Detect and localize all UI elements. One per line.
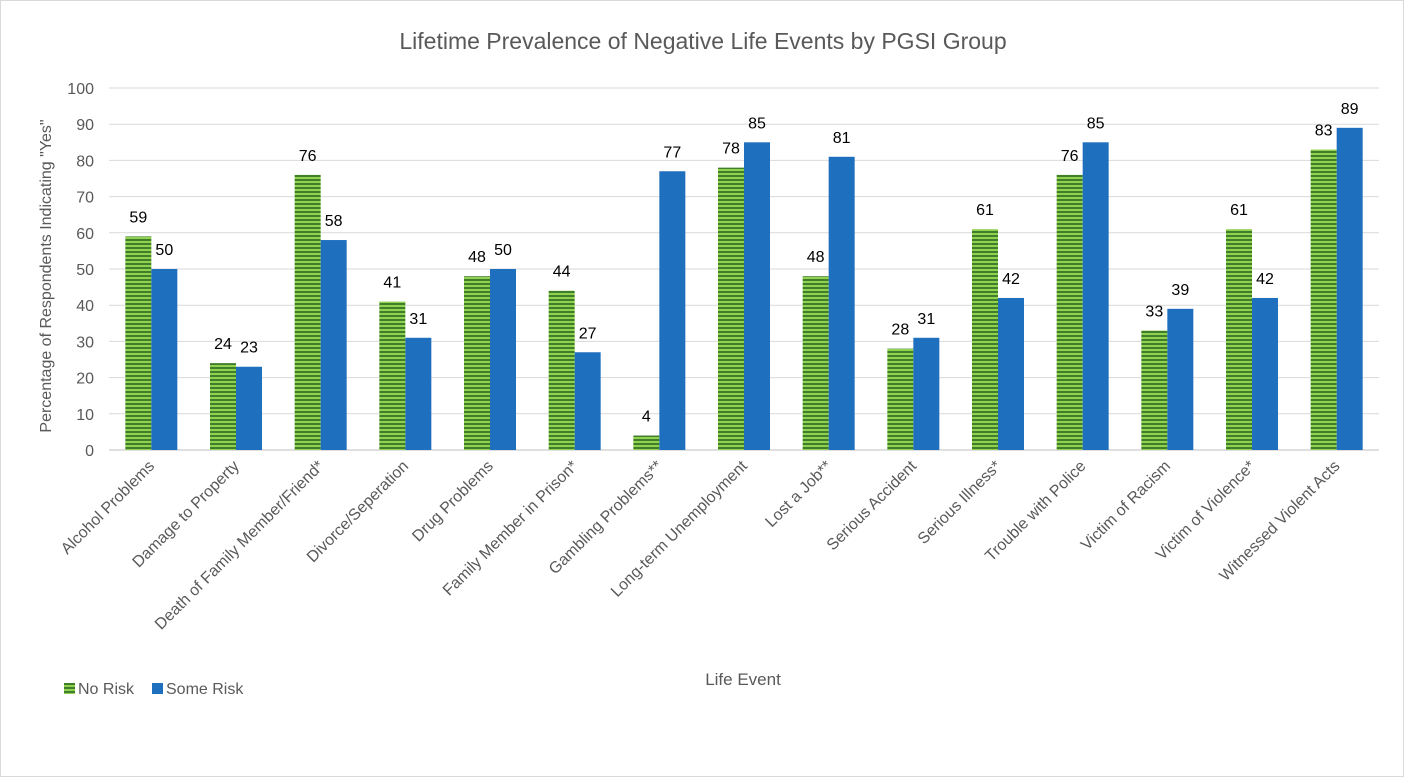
bar-some-risk <box>320 240 347 450</box>
y-tick-label: 10 <box>76 407 94 424</box>
y-tick-label: 30 <box>76 334 94 351</box>
data-label: 83 <box>1315 123 1333 140</box>
data-label: 31 <box>917 311 935 328</box>
bar-no-risk <box>125 236 152 450</box>
bar-some-risk <box>998 297 1024 450</box>
legend-swatch <box>152 683 163 694</box>
legend-swatch <box>64 683 75 694</box>
x-tick-label: Serious Illness* <box>915 458 1005 548</box>
data-label: 4 <box>642 409 651 426</box>
bar-some-risk <box>405 337 432 450</box>
legend-label: Some Risk <box>166 681 244 698</box>
legend-label: No Risk <box>78 681 135 698</box>
y-axis-title: Percentage of Respondents Indicating "Ye… <box>38 119 55 432</box>
legend: No Risk Some Risk <box>64 681 244 698</box>
x-tick-label: Family Member in Prison* <box>440 458 582 600</box>
y-tick-label: 100 <box>67 81 94 98</box>
data-label: 77 <box>663 144 681 161</box>
data-label: 76 <box>299 148 317 165</box>
bar-some-risk <box>1252 297 1278 450</box>
x-tick-label: Serious Accident <box>824 457 921 554</box>
data-label: 48 <box>468 249 486 266</box>
data-label: 24 <box>214 336 232 353</box>
data-label: 44 <box>553 264 571 281</box>
data-label: 61 <box>1230 202 1248 219</box>
bar-some-risk <box>1336 127 1363 450</box>
data-label: 81 <box>833 130 851 147</box>
y-tick-label: 50 <box>76 262 94 279</box>
chart-title: Lifetime Prevalence of Negative Life Eve… <box>399 28 1006 54</box>
y-tick-label: 60 <box>76 226 94 243</box>
data-labels: 59 50 24 23 76 58 41 31 48 50 44 27 4 77 78 85 48 81 28 31 6… <box>129 101 1358 426</box>
y-tick-label: 90 <box>76 117 94 134</box>
data-label: 42 <box>1002 271 1020 288</box>
bar-some-risk <box>744 142 770 451</box>
data-label: 85 <box>748 115 766 132</box>
y-tick-label: 80 <box>76 153 94 170</box>
y-tick-label: 20 <box>76 371 94 388</box>
bar-no-risk <box>633 435 660 450</box>
bar-no-risk <box>718 167 744 450</box>
data-label: 76 <box>1061 148 1079 165</box>
data-label: 28 <box>891 322 909 339</box>
data-label: 23 <box>240 340 258 357</box>
bar-no-risk <box>802 276 829 450</box>
bar-no-risk <box>548 290 575 450</box>
x-tick-label: Alcohol Problems <box>58 458 158 558</box>
data-label: 78 <box>722 141 740 158</box>
y-tick-label: 40 <box>76 298 94 315</box>
data-label: 39 <box>1171 282 1189 299</box>
data-label: 58 <box>325 213 343 230</box>
bars <box>125 127 1363 451</box>
x-tick-label: Drug Problems <box>409 458 496 545</box>
data-label: 50 <box>155 242 173 259</box>
bar-some-risk <box>659 171 686 450</box>
bar-no-risk <box>887 348 914 450</box>
x-tick-label: Long-term Unemployment <box>608 457 751 600</box>
bar-some-risk <box>1167 308 1194 450</box>
data-label: 89 <box>1341 101 1359 118</box>
data-label: 27 <box>579 325 597 342</box>
data-label: 50 <box>494 242 512 259</box>
y-tick-label: 70 <box>76 190 94 207</box>
x-axis-title: Life Event <box>705 670 781 689</box>
bar-some-risk <box>828 156 855 450</box>
bar-some-risk <box>236 366 262 450</box>
y-tick-label: 0 <box>85 443 94 460</box>
bar-no-risk <box>464 276 490 450</box>
data-label: 61 <box>976 202 994 219</box>
bar-no-risk <box>379 301 406 450</box>
bar-no-risk <box>1226 229 1252 450</box>
data-label: 59 <box>129 209 147 226</box>
data-label: 41 <box>383 275 401 292</box>
bar-some-risk <box>490 269 516 450</box>
bar-no-risk <box>1056 174 1083 450</box>
bar-no-risk <box>294 174 321 450</box>
data-label: 85 <box>1087 115 1105 132</box>
bar-no-risk <box>1141 330 1168 450</box>
data-label: 31 <box>409 311 427 328</box>
data-label: 42 <box>1256 271 1274 288</box>
bar-some-risk <box>574 352 601 450</box>
bar-some-risk <box>151 269 178 450</box>
bar-some-risk <box>1082 142 1109 451</box>
bar-some-risk <box>913 337 940 450</box>
y-axis-ticks: 0 10 20 30 40 50 60 70 80 90 100 <box>67 81 94 460</box>
bar-no-risk <box>1310 149 1337 451</box>
data-label: 48 <box>807 249 825 266</box>
data-label: 33 <box>1145 304 1163 321</box>
bar-no-risk <box>972 229 998 450</box>
x-tick-label: Lost a Job** <box>762 458 835 531</box>
bar-no-risk <box>210 363 236 450</box>
x-tick-label: Death of Family Member/Friend* <box>152 458 327 633</box>
x-tick-label: Victim of Racism <box>1078 458 1174 554</box>
